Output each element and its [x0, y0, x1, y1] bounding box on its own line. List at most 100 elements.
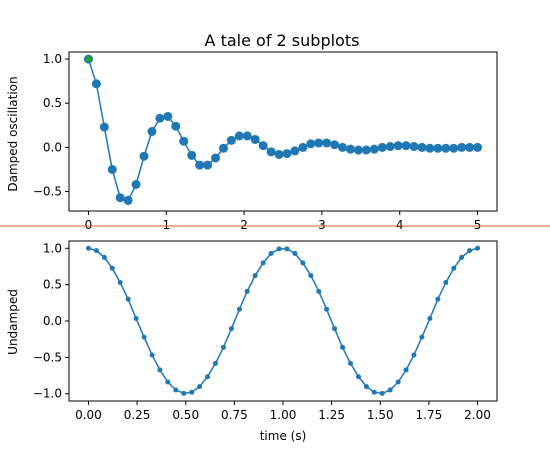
- damped-data-point: [163, 111, 173, 121]
- damped-data-point: [369, 144, 379, 154]
- undamped-xtick-label: 2.00: [464, 408, 491, 422]
- damped-data-point: [282, 149, 292, 159]
- damped-data-point: [258, 141, 268, 151]
- undamped-data-point: [157, 367, 163, 373]
- undamped-data-point: [459, 254, 465, 260]
- undamped-data-point: [276, 246, 282, 252]
- damped-data-point: [234, 131, 244, 141]
- ylabel-damped: Damped oscillation: [6, 76, 20, 191]
- undamped-series-line: [88, 247, 478, 395]
- undamped-data-point: [443, 280, 449, 286]
- undamped-data-point: [260, 260, 266, 266]
- undamped-xtick-label: 1.50: [367, 408, 394, 422]
- undamped-data-point: [395, 379, 401, 385]
- undamped-xtick-label: 0.00: [75, 408, 102, 422]
- undamped-data-point: [379, 390, 385, 396]
- damped-data-point: [115, 193, 125, 203]
- damped-data-point: [345, 144, 355, 154]
- undamped-data-point: [292, 250, 298, 256]
- damped-data-point: [306, 139, 316, 149]
- undamped-data-point: [411, 352, 417, 358]
- plot-frame-damped: [68, 51, 498, 212]
- undamped-data-point: [165, 379, 171, 385]
- undamped-data-point: [355, 374, 361, 380]
- damped-data-point: [107, 164, 117, 174]
- damped-xtick-label: 1: [162, 218, 170, 232]
- undamped-xtick-label: 1.25: [318, 408, 345, 422]
- damped-data-point: [449, 143, 459, 153]
- undamped-data-point: [101, 254, 107, 260]
- damped-data-point: [195, 160, 205, 170]
- subplot-undamped: 0.00 0.25 0.50 0.75 1.00 1.25 1.50 1.75 2.00 −1.0…: [6, 240, 498, 443]
- undamped-data-point: [427, 316, 433, 322]
- undamped-data-point: [109, 265, 115, 271]
- damped-data-point: [409, 142, 419, 152]
- subplot-damped: 0 1 2 3 4 5 −0.5 0.0 0.5 1.0 Damped oscillation: [6, 51, 498, 232]
- undamped-data-point: [244, 288, 250, 294]
- undamped-data-point: [451, 265, 457, 271]
- undamped-data-point: [252, 273, 258, 279]
- figure-title: A tale of 2 subplots: [205, 31, 360, 50]
- damped-xtick-label: 5: [474, 218, 482, 232]
- undamped-data-point: [340, 344, 346, 350]
- damped-data-point: [226, 135, 236, 145]
- undamped-data-point: [236, 306, 242, 312]
- damped-data-point: [322, 138, 332, 148]
- xlabel-undamped: time (s): [260, 429, 307, 443]
- damped-data-point: [298, 142, 308, 152]
- undamped-data-point: [419, 334, 425, 340]
- damped-ytick-label: 1.0: [43, 52, 62, 66]
- undamped-data-point: [85, 245, 91, 251]
- undamped-data-point: [173, 387, 179, 393]
- damped-data-point: [179, 136, 189, 146]
- damped-data-point: [473, 142, 483, 152]
- undamped-data-point: [117, 280, 123, 286]
- undamped-data-point: [93, 248, 99, 254]
- damped-data-point: [353, 145, 363, 155]
- damped-series-line: [87, 58, 478, 202]
- undamped-xtick-label: 0.25: [124, 408, 151, 422]
- undamped-data-point: [149, 352, 155, 358]
- ticks-damped: 0 1 2 3 4 5 −0.5 0.0 0.5 1.0: [33, 52, 482, 232]
- damped-ytick-label: 0.5: [43, 96, 62, 110]
- undamped-data-point: [467, 248, 473, 254]
- damped-data-point: [242, 131, 252, 141]
- undamped-data-point: [316, 288, 322, 294]
- damped-data-point: [266, 147, 276, 157]
- undamped-data-point: [475, 245, 481, 251]
- undamped-data-point: [363, 384, 369, 390]
- undamped-data-point: [308, 273, 314, 279]
- undamped-ytick-label: 0.5: [43, 278, 62, 292]
- damped-data-point: [131, 180, 141, 189]
- undamped-ytick-label: 1.0: [43, 241, 62, 255]
- damped-data-point: [187, 150, 197, 160]
- damped-data-point: [465, 142, 475, 152]
- damped-highlight-point: [85, 56, 92, 63]
- damped-data-point: [393, 141, 403, 151]
- undamped-data-point: [181, 390, 187, 396]
- undamped-data-point: [189, 389, 195, 395]
- damped-xtick-label: 3: [318, 218, 326, 232]
- series-undamped: [85, 245, 481, 396]
- damped-data-point: [314, 138, 324, 148]
- damped-data-point: [401, 141, 411, 151]
- damped-ytick-label: −0.5: [33, 185, 62, 199]
- damped-data-point: [417, 142, 427, 152]
- damped-data-point: [171, 121, 181, 131]
- series-damped: [83, 54, 483, 205]
- ticks-undamped: 0.00 0.25 0.50 0.75 1.00 1.25 1.50 1.75 2.00 −1.0…: [33, 241, 491, 422]
- undamped-data-point: [212, 360, 218, 366]
- undamped-xtick-label: 1.75: [416, 408, 443, 422]
- undamped-data-point: [435, 296, 441, 302]
- damped-data-point: [250, 134, 260, 144]
- damped-data-point: [91, 79, 101, 89]
- undamped-data-point: [324, 306, 330, 312]
- damped-data-point: [433, 143, 443, 153]
- damped-data-point: [123, 195, 133, 205]
- damped-data-point: [385, 142, 395, 152]
- damped-data-point: [139, 151, 149, 161]
- damped-data-point: [99, 122, 109, 132]
- undamped-xtick-label: 0.75: [221, 408, 248, 422]
- damped-data-point: [290, 146, 300, 156]
